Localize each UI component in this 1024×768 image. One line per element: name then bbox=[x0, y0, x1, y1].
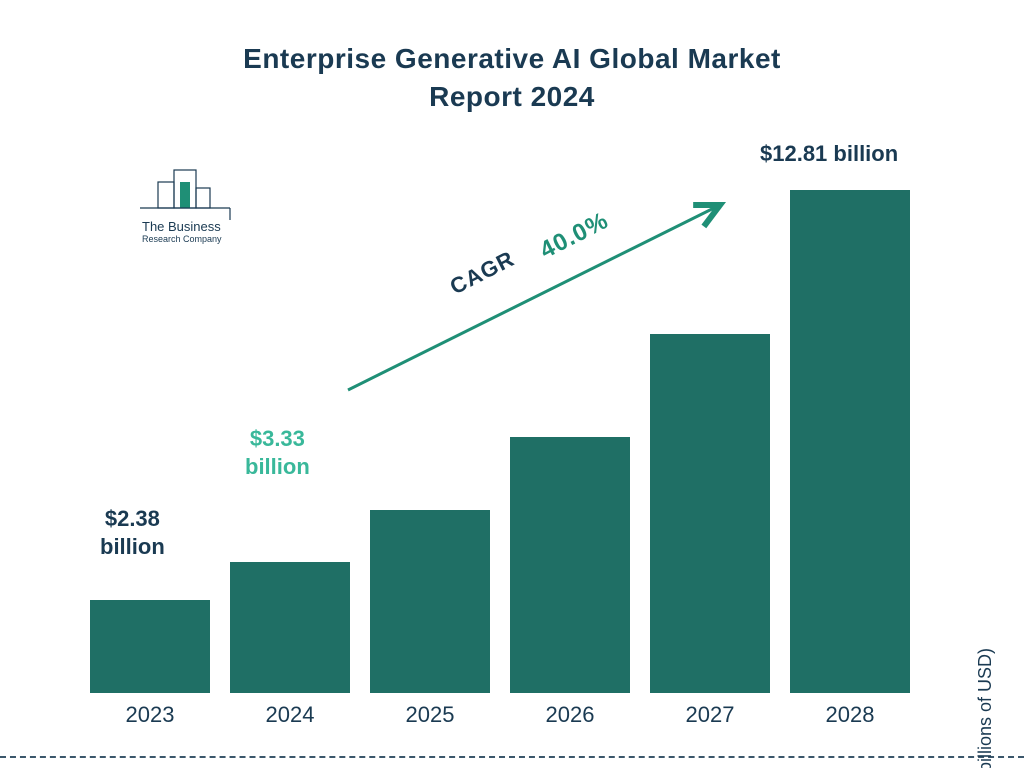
value-label: $12.81 billion bbox=[760, 140, 898, 168]
bar-wrap bbox=[90, 600, 210, 693]
bar bbox=[90, 600, 210, 693]
bar-wrap bbox=[370, 510, 490, 693]
bar bbox=[650, 334, 770, 693]
y-axis-label: Market Size (in billions of USD) bbox=[975, 648, 996, 768]
bottom-dashed-border bbox=[0, 756, 1024, 758]
bar-wrap bbox=[230, 562, 350, 693]
chart-title-line1: Enterprise Generative AI Global Market bbox=[0, 40, 1024, 78]
bar-wrap bbox=[790, 190, 910, 693]
x-axis-label: 2023 bbox=[90, 702, 210, 728]
x-axis-label: 2027 bbox=[650, 702, 770, 728]
value-label: $3.33billion bbox=[245, 425, 310, 480]
bar bbox=[230, 562, 350, 693]
bar bbox=[370, 510, 490, 693]
x-axis-label: 2025 bbox=[370, 702, 490, 728]
x-axis-label: 2024 bbox=[230, 702, 350, 728]
bar-wrap bbox=[510, 437, 630, 693]
value-label: $2.38billion bbox=[100, 505, 165, 560]
x-axis-label: 2028 bbox=[790, 702, 910, 728]
x-axis-label: 2026 bbox=[510, 702, 630, 728]
bar bbox=[790, 190, 910, 693]
bar bbox=[510, 437, 630, 693]
bar-wrap bbox=[650, 334, 770, 693]
chart-title-line2: Report 2024 bbox=[0, 78, 1024, 116]
chart-title: Enterprise Generative AI Global Market R… bbox=[0, 40, 1024, 116]
x-axis-labels: 2023 2024 2025 2026 2027 2028 bbox=[90, 702, 910, 728]
